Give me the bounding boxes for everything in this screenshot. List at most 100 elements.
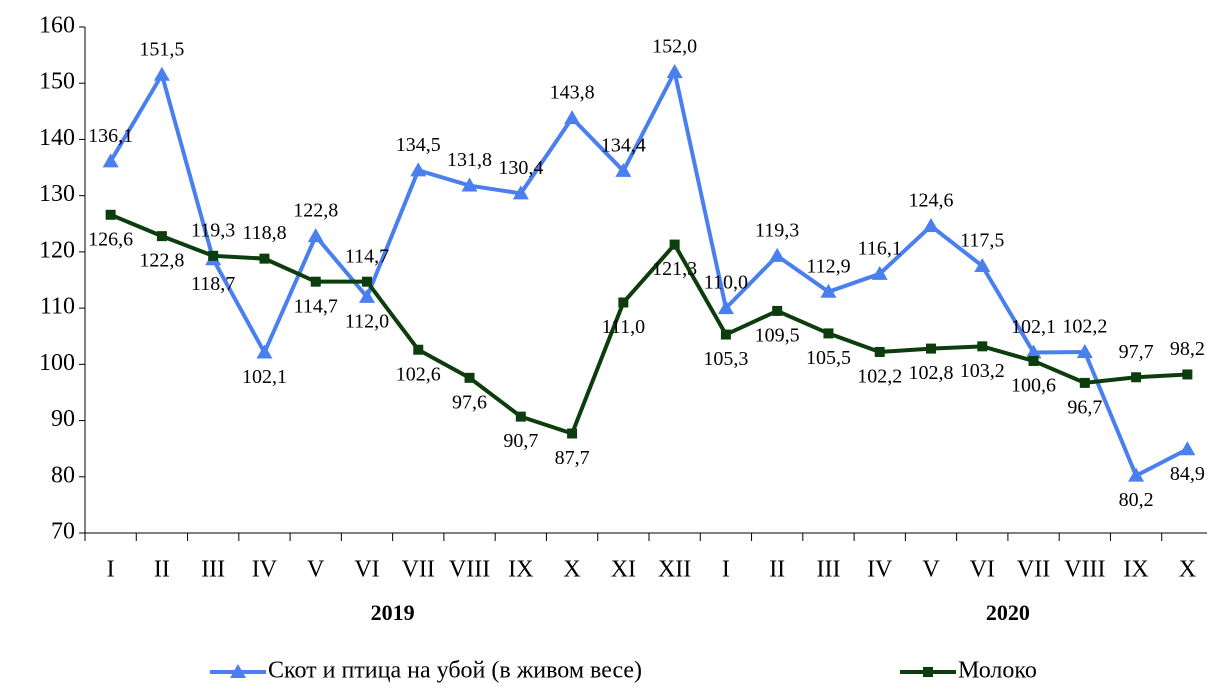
- marker: [256, 344, 273, 359]
- marker: [974, 257, 991, 272]
- y-tick-label: 120: [39, 237, 75, 263]
- data-label: 97,6: [452, 391, 487, 413]
- marker: [1179, 441, 1196, 456]
- x-tick-label: VIII: [449, 557, 490, 583]
- year-label: 2019: [371, 600, 415, 625]
- marker: [1028, 355, 1039, 366]
- marker: [1131, 372, 1142, 383]
- data-label: 112,0: [345, 310, 389, 332]
- marker: [461, 177, 478, 192]
- series: 126,6 122,8 119,3 118,8 114,7 114,7 102,6 97,6 9…: [88, 209, 1205, 469]
- marker: [1025, 344, 1042, 359]
- marker: [156, 231, 167, 242]
- x-tick-label: V: [307, 557, 325, 583]
- data-label: 118,8: [242, 222, 286, 244]
- marker: [618, 297, 629, 308]
- marker: [769, 247, 786, 262]
- data-label: 122,8: [139, 250, 184, 272]
- legend-label: Скот и птица на убой (в живом весе): [268, 658, 642, 684]
- data-label: 102,6: [396, 363, 441, 385]
- marker: [512, 185, 529, 200]
- data-label: 114,7: [294, 295, 338, 317]
- data-label: 124,6: [909, 190, 954, 212]
- x-tick-label: IV: [867, 557, 893, 583]
- data-label: 102,8: [909, 362, 954, 384]
- marker: [359, 288, 375, 303]
- x-tick-label: IX: [1123, 557, 1148, 583]
- data-label: 122,8: [293, 200, 338, 222]
- x-tick-label: II: [769, 557, 785, 583]
- y-tick-label: 110: [40, 294, 75, 320]
- data-label: 100,6: [1011, 375, 1056, 397]
- x-tick-label: VI: [354, 557, 379, 583]
- legend-label: Молоко: [958, 658, 1037, 684]
- data-label: 110,0: [704, 272, 748, 294]
- data-label: 112,9: [806, 255, 850, 277]
- line: [109, 212, 1188, 436]
- marker: [102, 153, 119, 168]
- marker: [720, 329, 731, 340]
- y-tick-label: 140: [39, 125, 75, 151]
- y-tick-label: 100: [39, 350, 75, 376]
- marker: [615, 162, 632, 177]
- x-tick-label: X: [1179, 557, 1196, 583]
- data-label: 103,2: [960, 360, 1005, 382]
- data-label: 121,3: [652, 258, 697, 280]
- data-label: 102,2: [857, 366, 902, 388]
- marker: [669, 239, 680, 250]
- data-label: 131,8: [447, 149, 492, 171]
- series: 136,1 151,5 118,7 102,1 122,8 112,0 134,5 131,8…: [88, 36, 1205, 512]
- data-label: 90,7: [503, 430, 538, 452]
- data-label: 116,1: [858, 237, 902, 259]
- data-label: 80,2: [1119, 489, 1154, 511]
- data-label: 87,7: [555, 447, 590, 469]
- marker: [259, 253, 270, 264]
- data-label: 119,3: [755, 219, 799, 241]
- line: [108, 66, 1189, 479]
- data-label: 102,1: [1011, 316, 1056, 338]
- y-tick-label: 150: [39, 69, 75, 95]
- data-label: 105,3: [703, 348, 748, 370]
- data-label: 151,5: [139, 38, 184, 60]
- x-tick-label: VII: [402, 557, 435, 583]
- data-label: 136,1: [88, 125, 133, 147]
- marker: [1128, 467, 1145, 482]
- data-label: 102,2: [1062, 316, 1107, 338]
- x-tick-label: I: [722, 557, 730, 583]
- x-tick-label: II: [154, 557, 170, 583]
- marker: [567, 428, 578, 439]
- data-label: 98,2: [1170, 338, 1205, 360]
- data-label: 117,5: [960, 230, 1004, 252]
- marker: [820, 283, 837, 298]
- data-label: 111,0: [602, 316, 646, 338]
- data-label: 109,5: [755, 325, 800, 347]
- y-tick-label: 90: [51, 406, 75, 432]
- data-label: 143,8: [550, 82, 595, 104]
- marker: [153, 66, 170, 81]
- x-tick-label: VII: [1017, 557, 1050, 583]
- data-label: 114,7: [345, 245, 389, 267]
- year-label: 2020: [986, 600, 1030, 625]
- x-tick-label: IV: [252, 557, 278, 583]
- marker: [717, 300, 734, 315]
- marker: [564, 110, 581, 125]
- x-tick-label: III: [816, 557, 840, 583]
- x-tick-label: XI: [611, 557, 636, 583]
- data-label: 105,5: [806, 347, 851, 369]
- data-label: 97,7: [1119, 341, 1154, 363]
- marker: [307, 228, 324, 243]
- x-tick-label: I: [107, 557, 115, 583]
- marker: [105, 209, 116, 220]
- marker: [208, 250, 219, 261]
- x-tick-label: X: [563, 557, 580, 583]
- data-label: 102,1: [242, 366, 287, 388]
- marker: [874, 346, 885, 357]
- marker: [515, 411, 526, 422]
- marker: [923, 667, 933, 677]
- data-label: 130,4: [498, 157, 543, 179]
- data-label: 134,5: [396, 134, 441, 156]
- marker: [310, 276, 321, 287]
- marker: [666, 63, 683, 78]
- data-label: 134,4: [601, 135, 646, 157]
